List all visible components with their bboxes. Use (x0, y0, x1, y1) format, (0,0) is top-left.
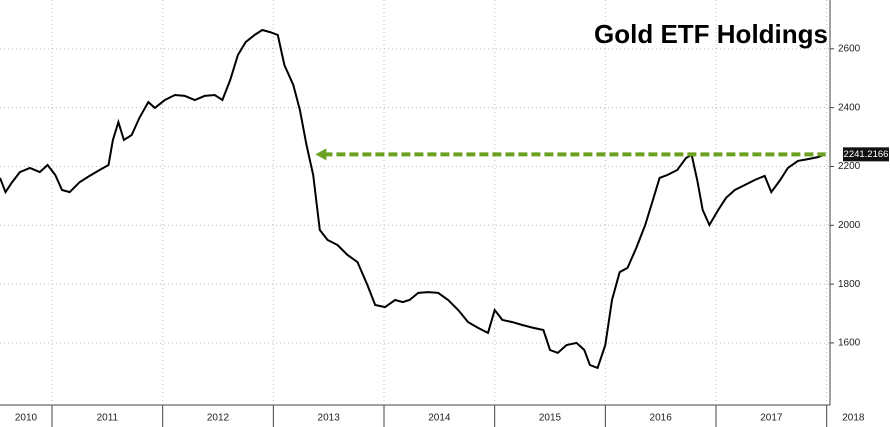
last-value-label: 2241.2166 (844, 149, 889, 160)
x-tick-label: 2010 (15, 413, 38, 424)
y-tick-label: 2000 (838, 220, 861, 231)
x-tick-label: 2017 (760, 413, 783, 424)
y-tick-label: 2600 (838, 43, 861, 54)
last-value-box (843, 147, 889, 162)
x-tick-label: 2016 (650, 413, 673, 424)
x-tick-label: 2015 (539, 413, 562, 424)
y-tick-label: 1600 (838, 338, 861, 349)
y-tick-label: 2400 (838, 102, 861, 113)
y-tick-label: 2200 (838, 161, 861, 172)
y-tick-label: 1800 (838, 279, 861, 290)
x-tick-label: 2018 (842, 413, 865, 424)
x-tick-label: 2014 (428, 413, 451, 424)
arrow-head (315, 148, 327, 161)
x-tick-label: 2013 (318, 413, 341, 424)
x-tick-label: 2012 (207, 413, 230, 424)
line-series (0, 28, 826, 370)
x-tick-label: 2011 (97, 413, 119, 424)
chart-title: Gold ETF Holdings (594, 19, 828, 49)
